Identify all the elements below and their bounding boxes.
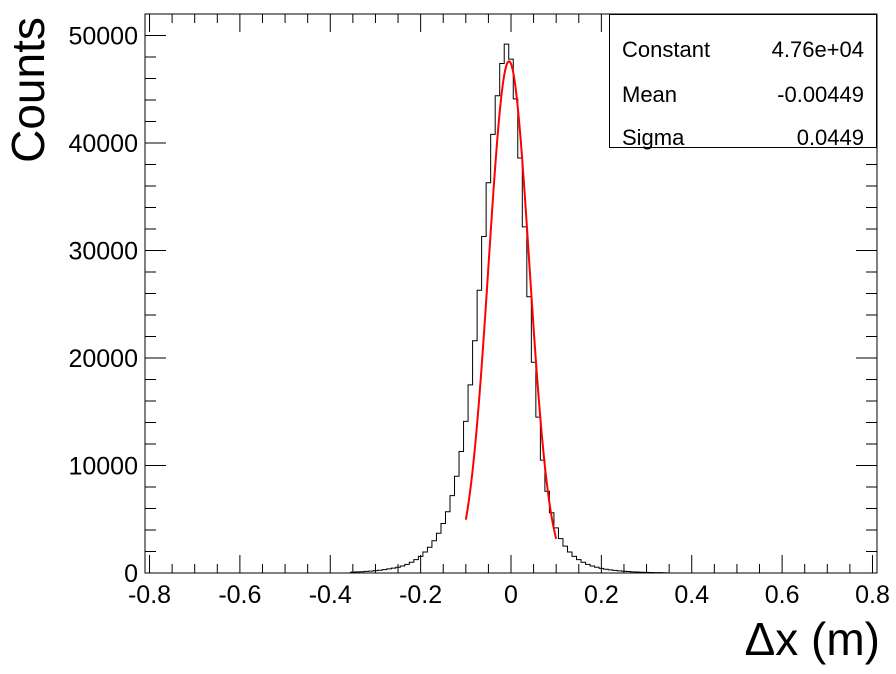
y-tick-label: 50000 — [68, 23, 138, 51]
x-axis-label: Δx (m) — [745, 613, 880, 665]
y-tick-label: 0 — [124, 560, 138, 588]
x-tick-label: -0.8 — [128, 581, 171, 609]
histogram-outline — [350, 43, 668, 574]
x-tick-label: -0.6 — [218, 581, 261, 609]
y-tick-label: 20000 — [68, 345, 138, 373]
y-tick-label: 30000 — [68, 238, 138, 266]
x-tick-label: 0 — [504, 581, 518, 609]
x-tick-label: 0.6 — [765, 581, 800, 609]
x-tick-label: -0.4 — [309, 581, 352, 609]
axes: -0.8 -0.6 -0.4 -0.2 0 0.2 0.4 0.6 0.8 0 10000 20000… — [68, 13, 890, 609]
y-axis-label: Counts — [2, 17, 54, 163]
stat-name: Sigma — [622, 125, 685, 150]
stat-row-mean: Mean -0.00449 — [610, 82, 876, 112]
y-tick-label: 10000 — [68, 453, 138, 481]
gaussian-fit-curve — [464, 60, 558, 540]
stat-value: -0.00449 — [777, 82, 864, 107]
stat-row-constant: Constant 4.76e+04 — [610, 37, 876, 67]
stat-value: 0.0449 — [796, 125, 864, 150]
x-tick-label: 0.2 — [584, 581, 619, 609]
stat-name: Mean — [622, 82, 678, 107]
stat-name: Constant — [622, 37, 711, 62]
fit-stats-box: Constant 4.76e+04 Mean -0.00449 Sigma 0.… — [609, 14, 877, 150]
x-tick-label: -0.2 — [399, 581, 442, 609]
x-tick-label: 0.4 — [674, 581, 709, 609]
y-tick-label: 40000 — [68, 130, 138, 158]
stat-value: 4.76e+04 — [771, 37, 864, 62]
stat-row-sigma: Sigma 0.0449 — [610, 125, 876, 155]
x-tick-label: 0.8 — [855, 581, 890, 609]
